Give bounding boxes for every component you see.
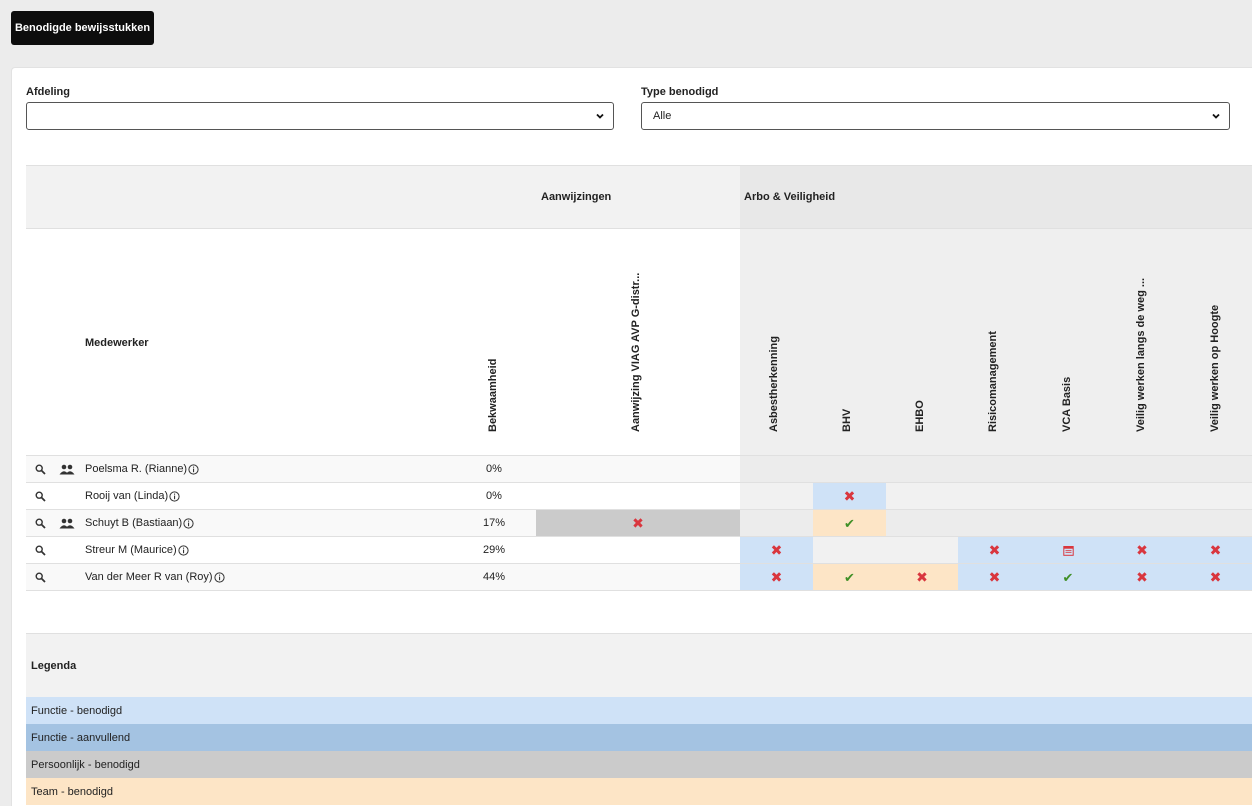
status-cell-asbest[interactable]: ✖ [740,564,813,590]
employee-name[interactable]: Streur M (Maurice) [85,544,177,556]
status-cell-risico[interactable]: ✖ [958,537,1031,563]
col-aanwijzing[interactable]: Aanwijzing VIAG AVP G-distr... [630,272,642,432]
legend-title: Legenda [26,633,1252,697]
type-label: Type benodigd [641,86,719,98]
check-icon: ✔ [1062,569,1074,585]
status-cell-bhv[interactable]: ✖ [813,483,886,509]
col-bhv[interactable]: BHV [841,408,853,432]
search-icon[interactable] [32,537,48,563]
team-icon[interactable] [56,510,78,536]
afdeling-label: Afdeling [26,86,70,98]
employee-name[interactable]: Van der Meer R van (Roy) [85,571,213,583]
chevron-down-icon [596,113,604,119]
table-row: ✖ ✖ ✖ ✖ Streur M (Maurice) 29% [26,537,1252,564]
col-weg[interactable]: Veilig werken langs de weg ... [1135,277,1147,432]
col-asbest[interactable]: Asbestherkenning [768,336,780,432]
cross-icon: ✖ [632,515,644,531]
status-cell-aanwijzing[interactable]: ✖ [536,510,740,536]
group-header-right [740,165,1252,229]
type-select[interactable]: Alle [641,102,1230,130]
col-ehbo[interactable]: EHBO [914,400,926,432]
chevron-down-icon [1212,113,1220,119]
cross-icon: ✖ [1136,542,1148,558]
table-row: ✖ ✔ ✖ ✖ ✔ ✖ ✖ Van der Meer R van (Roy) 4… [26,564,1252,591]
status-cell-vca[interactable] [1031,537,1105,563]
employee-name[interactable]: Schuyt B (Bastiaan) [85,517,183,529]
cross-icon: ✖ [770,569,783,585]
legend-functie-aanvullend: Functie - aanvullend [26,724,1252,751]
header-divider [26,455,1252,456]
info-icon[interactable] [178,544,189,556]
employee-header: Medewerker [85,337,149,349]
arbo-header-bg [740,229,1252,456]
cross-icon: ✖ [1209,569,1222,585]
info-icon[interactable] [169,490,180,502]
status-cell-hoogte[interactable]: ✖ [1179,564,1252,590]
required-evidence-button[interactable]: Benodigde bewijsstukken [11,11,154,45]
cross-icon: ✖ [988,542,1001,558]
cross-icon: ✖ [770,542,783,558]
cross-icon: ✖ [988,569,1001,585]
cross-icon: ✖ [843,488,856,504]
competence-percentage: 17% [482,517,506,529]
table-row: ✖ Rooij van (Linda) 0% [26,483,1252,510]
table-row: Poelsma R. (Rianne) 0% [26,456,1252,483]
competence-percentage: 0% [486,490,502,502]
employee-name[interactable]: Rooij van (Linda) [85,490,169,502]
legend-team-benodigd: Team - benodigd [26,778,1252,805]
search-icon[interactable] [32,564,48,590]
col-vca[interactable]: VCA Basis [1061,376,1073,432]
status-cell-hoogte[interactable]: ✖ [1179,537,1252,563]
employee-name[interactable]: Poelsma R. (Rianne) [85,463,188,475]
status-cell-ehbo[interactable]: ✖ [886,564,958,590]
calendar-icon [1062,545,1074,556]
search-icon[interactable] [32,483,48,509]
competence-percentage: 44% [482,571,506,583]
team-icon[interactable] [56,456,78,482]
col-risico[interactable]: Risicomanagement [987,331,999,432]
cross-icon: ✖ [916,569,928,585]
legend-persoonlijk-benodigd: Persoonlijk - benodigd [26,751,1252,778]
cross-icon: ✖ [1209,542,1222,558]
info-icon[interactable] [183,517,194,529]
info-icon[interactable] [213,571,225,583]
type-value: Alle [653,110,672,122]
col-bekwaamheid[interactable]: Bekwaamheid [487,358,499,432]
cross-icon: ✖ [1136,569,1148,585]
afdeling-select[interactable] [26,102,614,130]
competence-percentage: 0% [486,463,502,475]
status-cell-weg[interactable]: ✖ [1105,564,1179,590]
check-icon: ✔ [844,515,855,531]
check-icon: ✔ [844,569,855,585]
legend-functie-benodigd: Functie - benodigd [26,697,1252,724]
search-icon[interactable] [32,456,48,482]
status-cell-bhv[interactable]: ✔ [813,564,886,590]
status-cell-weg[interactable]: ✖ [1105,537,1179,563]
status-cell-risico[interactable]: ✖ [958,564,1031,590]
table-row: ✖ ✔ Schuyt B (Bastiaan) 17% [26,510,1252,537]
status-cell-vca[interactable]: ✔ [1031,564,1105,590]
status-cell-bhv[interactable]: ✔ [813,510,886,536]
status-cell-asbest[interactable]: ✖ [740,537,813,563]
competence-percentage: 29% [482,544,506,556]
group-arbo: Arbo & Veiligheid [744,191,836,203]
group-header-left [26,165,740,229]
search-icon[interactable] [32,510,48,536]
info-icon[interactable] [188,463,199,475]
col-hoogte[interactable]: Veilig werken op Hoogte [1209,304,1221,432]
group-aanwijzingen: Aanwijzingen [541,191,612,203]
